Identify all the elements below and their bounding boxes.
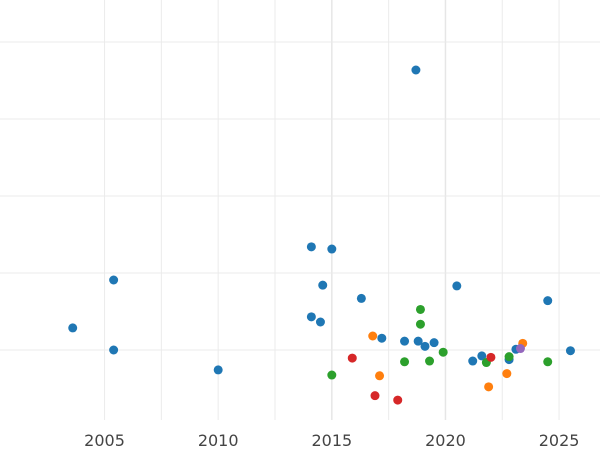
data-point-green xyxy=(415,319,425,329)
data-point-blue xyxy=(306,242,316,252)
x-tick-label: 2005 xyxy=(84,431,125,450)
data-point-blue xyxy=(109,345,119,355)
data-point-red xyxy=(347,353,357,363)
x-tick-label: 2020 xyxy=(425,431,466,450)
data-point-green xyxy=(438,347,448,357)
data-point-blue xyxy=(411,65,421,75)
data-point-orange xyxy=(484,382,494,392)
grid-layer xyxy=(0,0,600,420)
data-point-blue xyxy=(400,336,410,346)
data-point-orange xyxy=(502,369,512,379)
x-tick-label: 2010 xyxy=(198,431,239,450)
data-point-blue xyxy=(420,341,430,351)
data-point-blue xyxy=(68,323,78,333)
x-tick-label: 2015 xyxy=(311,431,352,450)
data-point-blue xyxy=(306,312,316,322)
data-point-blue xyxy=(213,365,223,375)
data-point-green xyxy=(504,352,514,362)
data-point-orange xyxy=(375,371,385,381)
data-point-blue xyxy=(377,333,387,343)
data-point-red xyxy=(393,395,403,405)
data-point-blue xyxy=(543,296,553,306)
data-point-blue xyxy=(477,351,487,361)
data-point-blue xyxy=(315,317,325,327)
data-point-blue xyxy=(318,280,328,290)
x-axis-tick-labels: 2005 2010 2015 2020 2025 xyxy=(84,431,579,450)
data-point-green xyxy=(400,357,410,367)
data-point-blue xyxy=(452,281,462,291)
data-point-green xyxy=(425,356,435,366)
data-point-purple xyxy=(515,344,525,354)
data-point-blue xyxy=(109,275,119,285)
data-point-blue xyxy=(468,356,478,366)
data-point-red xyxy=(370,391,380,401)
data-point-blue xyxy=(565,346,575,356)
data-point-blue xyxy=(327,244,337,254)
data-point-red xyxy=(486,352,496,362)
data-point-blue xyxy=(429,338,439,348)
data-points xyxy=(68,65,575,405)
data-point-orange xyxy=(368,331,378,341)
data-point-blue xyxy=(356,293,366,303)
x-tick-label: 2025 xyxy=(539,431,580,450)
data-point-green xyxy=(415,304,425,314)
data-point-green xyxy=(543,357,553,367)
data-point-green xyxy=(327,370,337,380)
data-point-blue xyxy=(413,336,423,346)
